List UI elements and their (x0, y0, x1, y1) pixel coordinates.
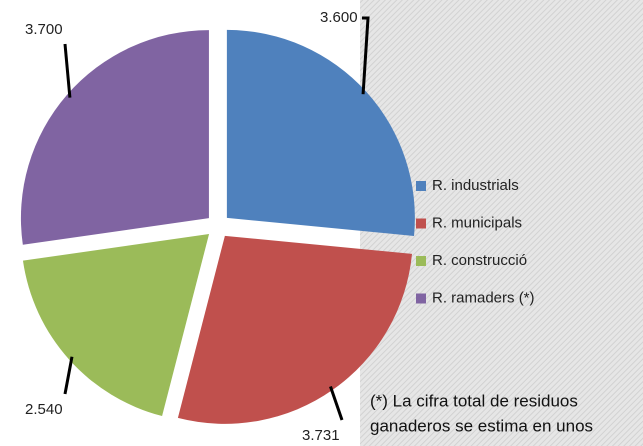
data-label: 3.700 (25, 21, 63, 38)
legend-label: R. municipals (432, 214, 522, 231)
pie-slice (226, 29, 415, 236)
data-label: 3.600 (320, 9, 358, 26)
legend-swatch (416, 218, 426, 229)
legend-label: R. industrials (432, 177, 519, 194)
data-label: 2.540 (25, 401, 63, 418)
data-label: 3.731 (302, 427, 340, 444)
leader-line (329, 386, 344, 421)
leader-line (361, 16, 370, 95)
pie-slice (20, 30, 209, 245)
legend-swatch (416, 293, 426, 304)
legend-swatch (416, 256, 426, 266)
footnote: (*) La cifra total de residuos (370, 391, 578, 410)
legend-label: R. construcció (432, 252, 527, 269)
footnote: ganaderos se estima en unos (370, 416, 593, 435)
legend-swatch (416, 181, 426, 191)
pie-slice (22, 234, 210, 417)
legend-label: R. ramaders (*) (432, 289, 535, 306)
leader-line (63, 43, 72, 98)
leader-line (63, 356, 74, 395)
pie-slice (177, 235, 413, 424)
